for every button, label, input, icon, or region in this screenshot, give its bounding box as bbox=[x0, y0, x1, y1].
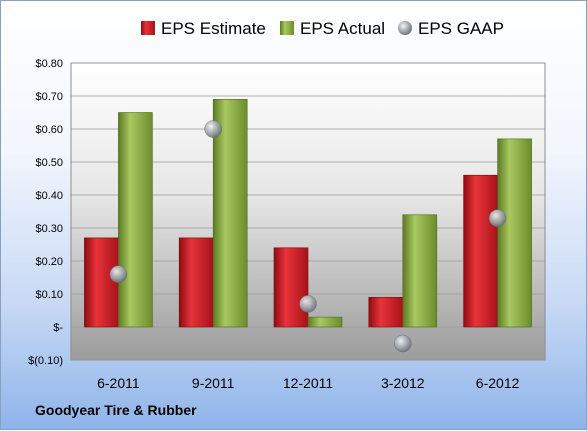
y-tick-label: $(0.10) bbox=[28, 355, 63, 367]
gaap-points bbox=[109, 120, 507, 353]
y-tick-label: $- bbox=[53, 322, 63, 334]
y-tick-label: $0.20 bbox=[35, 256, 63, 268]
legend-label: EPS Actual bbox=[300, 19, 385, 38]
y-tick-label: $0.80 bbox=[35, 58, 63, 70]
bar-eps-estimate bbox=[178, 237, 214, 328]
y-tick-label: $0.10 bbox=[35, 289, 63, 301]
legend-swatch bbox=[398, 21, 412, 35]
point-eps-gaap bbox=[488, 209, 507, 227]
company-label: Goodyear Tire & Rubber bbox=[35, 402, 197, 418]
point-eps-gaap bbox=[394, 334, 412, 353]
y-axis-ticks: $0.80 $0.70 $0.60 $0.50 $0.40 $0.30 $0.20 $0.10… bbox=[28, 58, 63, 367]
bar-eps-actual bbox=[118, 112, 153, 328]
bar-eps-estimate bbox=[368, 296, 404, 328]
point-eps-gaap bbox=[204, 120, 222, 138]
bar-eps-actual bbox=[497, 138, 532, 328]
legend-label: EPS Estimate bbox=[161, 19, 266, 38]
x-tick-label: 3-2012 bbox=[381, 375, 425, 391]
bar-eps-actual bbox=[212, 99, 248, 328]
bar-eps-estimate bbox=[84, 237, 119, 328]
x-axis-ticks: 6-2011 9-2011 12-2011 3-2012 6-2012 bbox=[97, 375, 519, 391]
y-tick-label: $0.60 bbox=[35, 124, 63, 136]
x-tick-label: 6-2011 bbox=[97, 375, 140, 391]
bar-eps-estimate bbox=[273, 247, 309, 328]
y-tick-label: $0.30 bbox=[35, 223, 63, 235]
bars bbox=[84, 99, 532, 328]
legend: EPS Estimate EPS Actual EPS GAAP bbox=[141, 19, 504, 38]
y-tick-label: $0.70 bbox=[35, 91, 63, 103]
bar-eps-actual bbox=[402, 214, 438, 328]
x-tick-label: 12-2011 bbox=[283, 375, 334, 391]
y-tick-label: $0.50 bbox=[35, 157, 63, 169]
bar-eps-estimate bbox=[463, 174, 498, 328]
legend-swatch bbox=[141, 21, 155, 35]
legend-label: EPS GAAP bbox=[418, 19, 504, 38]
x-tick-label: 9-2011 bbox=[192, 375, 235, 391]
legend-swatch bbox=[280, 21, 294, 35]
bar-eps-actual bbox=[307, 316, 343, 328]
y-tick-label: $0.40 bbox=[35, 190, 63, 202]
point-eps-gaap bbox=[299, 295, 317, 313]
x-tick-label: 6-2012 bbox=[476, 375, 520, 391]
point-eps-gaap bbox=[109, 265, 128, 283]
